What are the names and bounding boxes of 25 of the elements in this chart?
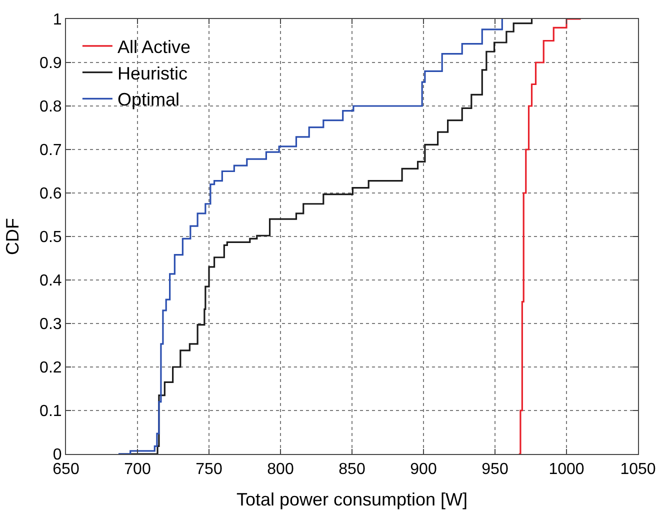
y-tick-label: 0.5 [40, 229, 62, 246]
y-tick-label: 0.4 [40, 272, 62, 290]
x-tick-label: 700 [124, 461, 151, 478]
legend-label: Optimal [117, 90, 180, 110]
y-tick-label: 0.2 [40, 360, 62, 377]
y-tick-label: 0 [52, 446, 62, 464]
legend-label: All Active [117, 36, 190, 57]
y-tick-label: 0.1 [40, 403, 62, 420]
x-tick-label: 950 [482, 461, 508, 478]
x-tick-label: 1000 [548, 461, 584, 478]
x-tick-label: 750 [196, 461, 222, 478]
y-tick-label: 0.6 [40, 186, 62, 203]
y-tick-label: 0.8 [40, 98, 62, 116]
x-tick-label: 800 [267, 461, 294, 478]
legend-label: Heuristic [117, 63, 188, 84]
y-tick-label: 0.9 [40, 55, 62, 72]
x-tick-label: 850 [338, 461, 366, 478]
y-tick-label: 0.3 [40, 316, 62, 334]
x-tick-label: 650 [52, 461, 80, 478]
x-tick-label: 900 [410, 461, 437, 478]
y-tick-label: 1 [52, 12, 62, 29]
y-tick-label: 0.7 [40, 142, 62, 160]
x-axis-title: Total power consumption [W] [236, 489, 468, 510]
y-axis-title: CDF [2, 218, 23, 255]
x-tick-label: 1050 [620, 461, 656, 478]
